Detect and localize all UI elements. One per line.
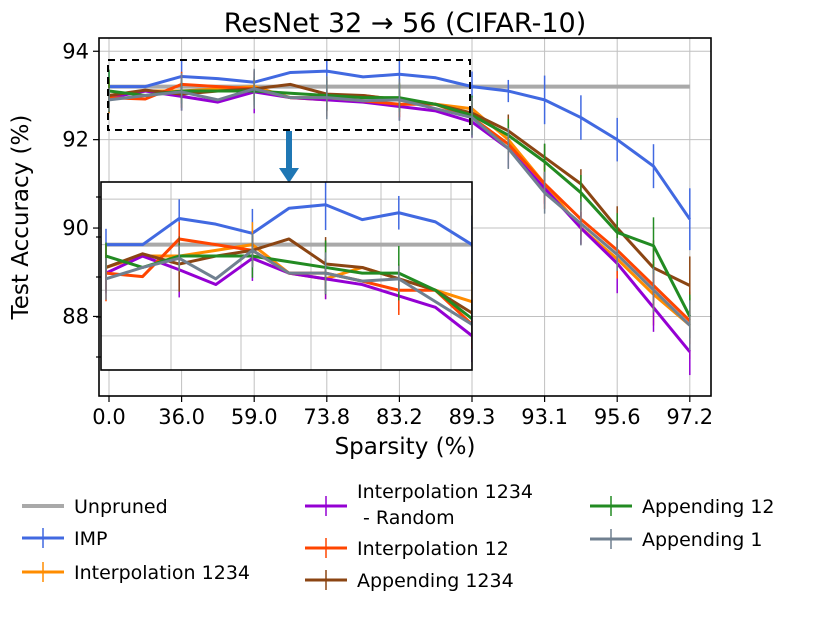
legend-entry: Interpolation 12 bbox=[305, 538, 509, 560]
zoom-arrow-head bbox=[279, 168, 299, 183]
legend-label: Interpolation 12 bbox=[357, 538, 509, 560]
chart-title: ResNet 32 → 56 (CIFAR-10) bbox=[224, 8, 586, 39]
legend-entry: Interpolation 1234 - Random bbox=[305, 481, 533, 529]
legend-label: Appending 1 bbox=[642, 529, 762, 551]
legend-label: IMP bbox=[74, 528, 107, 550]
legend-entry: Appending 1 bbox=[590, 529, 762, 551]
y-tick-label: 92 bbox=[62, 128, 89, 152]
x-tick-label: 0.0 bbox=[92, 405, 125, 429]
y-axis-label: Test Accuracy (%) bbox=[8, 115, 34, 321]
legend-label: Interpolation 1234 - Random bbox=[357, 481, 533, 529]
y-tick-label: 88 bbox=[62, 304, 89, 328]
x-tick-label: 83.2 bbox=[376, 405, 423, 429]
legend-label: Appending 1234 bbox=[357, 570, 514, 592]
inset-series-line bbox=[106, 203, 472, 247]
x-tick-label: 95.6 bbox=[594, 405, 641, 429]
x-tick-label: 89.3 bbox=[449, 405, 496, 429]
inset-series bbox=[105, 182, 472, 363]
inset-plot bbox=[96, 181, 473, 371]
x-tick-label: 73.8 bbox=[303, 405, 350, 429]
legend-entry: Appending 1234 bbox=[305, 570, 514, 592]
legend-entry: IMP bbox=[22, 528, 107, 550]
legend-label: Unpruned bbox=[74, 496, 168, 518]
zoom-annotation bbox=[107, 59, 471, 183]
series-appending-1 bbox=[108, 68, 691, 351]
x-tick-label: 97.2 bbox=[666, 405, 713, 429]
inset-background bbox=[101, 182, 472, 370]
legend-entry: Interpolation 1234 bbox=[22, 562, 250, 584]
x-tick-label: 59.0 bbox=[231, 405, 278, 429]
legend-entry: Unpruned bbox=[22, 496, 168, 518]
series-lines bbox=[108, 59, 692, 376]
zoom-box bbox=[107, 59, 471, 131]
x-tick-label: 93.1 bbox=[521, 405, 568, 429]
inset-series-line bbox=[105, 248, 472, 326]
legend-label: Appending 12 bbox=[642, 496, 775, 518]
x-tick-label: 36.0 bbox=[158, 405, 205, 429]
axes: 0.0 36.0 59.0 73.8 83.2 89.3 93.1 95.6 97.2 94 92 9… bbox=[62, 37, 713, 429]
plot-frame bbox=[98, 37, 712, 397]
legend-entry: Appending 12 bbox=[590, 496, 775, 518]
y-tick-label: 90 bbox=[62, 216, 89, 240]
x-axis-label: Sparsity (%) bbox=[335, 434, 476, 460]
inset-frame bbox=[100, 181, 473, 371]
legend-label: Interpolation 1234 bbox=[74, 562, 250, 584]
legend: Unpruned IMP Interpolation 1234 Interpolati… bbox=[22, 481, 775, 592]
y-tick-label: 94 bbox=[62, 39, 89, 63]
